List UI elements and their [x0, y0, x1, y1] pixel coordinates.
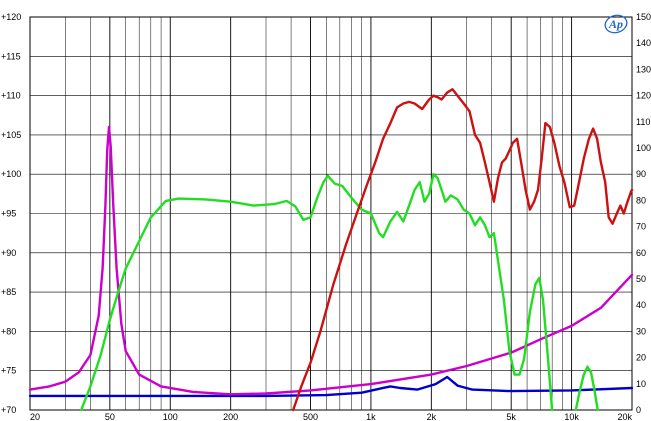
x-axis-tick-labels: 20 50 100 200 500 1k 2k 5k 10k 20k: [30, 412, 632, 421]
x-tick-label: 50: [105, 412, 115, 421]
x-tick-label: 5k: [506, 412, 516, 421]
y-right-tick-label: 90: [636, 169, 646, 179]
y-right-tick-label: 120: [636, 91, 651, 101]
y-left-tick-label: +80: [1, 326, 16, 336]
x-tick-label: 1k: [366, 412, 376, 421]
series-line-1: [28, 375, 634, 398]
plot-frame: [29, 16, 633, 411]
y-right-tick-label: 30: [636, 326, 646, 336]
y-left-tick-label: +100: [1, 169, 21, 179]
y-right-tick-label: 0: [636, 405, 641, 415]
y-left-tick-label: +90: [1, 248, 16, 258]
y-right-tick-label: 10: [636, 379, 646, 389]
y-right-tick-label: 130: [636, 64, 651, 74]
y-right-tick-label: 50: [636, 274, 646, 284]
y-left-tick-label: +75: [1, 366, 16, 376]
series-line-5: [292, 88, 634, 412]
y-right-tick-labels: 0 10 20 30 40 50 60 70 80 90 100 110 120 130 140 150: [636, 12, 651, 415]
x-tick-label: 10k: [564, 412, 579, 421]
ap-logo-text: Ap: [608, 17, 623, 31]
series-line-3: [80, 173, 554, 412]
horizontal-grid: [30, 16, 632, 411]
y-right-tick-label: 150: [636, 12, 651, 22]
x-tick-label: 100: [163, 412, 178, 421]
y-right-tick-label: 140: [636, 38, 651, 48]
x-tick-label: 20k: [617, 412, 632, 421]
y-right-tick-label: 100: [636, 143, 651, 153]
x-tick-label: 200: [223, 412, 238, 421]
y-left-tick-label: +95: [1, 209, 16, 219]
series-layer: [28, 88, 634, 412]
y-left-tick-labels: +70 +75 +80 +85 +90 +95 +100 +105 +110 +115 +120: [1, 12, 21, 415]
x-tick-label: 20: [30, 412, 40, 421]
y-right-tick-label: 110: [636, 117, 650, 127]
y-right-tick-label: 80: [636, 195, 646, 205]
y-left-tick-label: +110: [1, 91, 21, 101]
series-line-4: [574, 365, 599, 412]
ap-logo: Ap: [604, 14, 628, 34]
y-left-tick-label: +85: [1, 287, 16, 297]
y-left-tick-label: +120: [1, 12, 21, 22]
y-right-tick-label: 60: [636, 248, 646, 258]
y-left-tick-label: +105: [1, 130, 21, 140]
series-line-2: [28, 125, 634, 396]
y-right-tick-label: 20: [636, 353, 646, 363]
y-left-tick-label: +70: [1, 405, 16, 415]
y-right-tick-label: 70: [636, 222, 646, 232]
y-right-tick-label: 40: [636, 300, 646, 310]
x-tick-label: 500: [303, 412, 318, 421]
y-left-tick-label: +115: [1, 51, 21, 61]
x-tick-label: 2k: [427, 412, 437, 421]
